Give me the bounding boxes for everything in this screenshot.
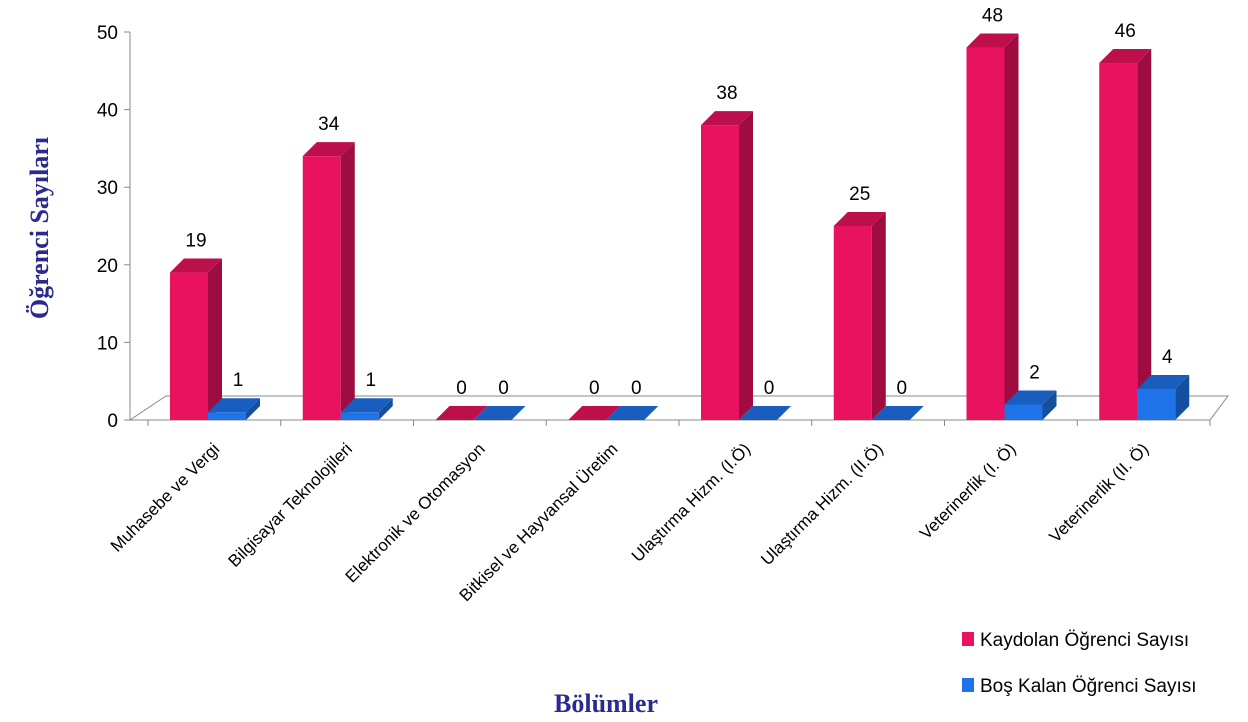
data-label: 46 (1115, 21, 1136, 42)
bar-front (1099, 63, 1138, 420)
bar-front (1004, 404, 1043, 420)
bar-bos-kalan (340, 398, 393, 420)
bar-top (568, 406, 621, 420)
bar-top (435, 406, 488, 420)
bar-top (606, 406, 659, 420)
legend-item: Boş Kalan Öğrenci Sayısı (962, 676, 1197, 697)
bar-front (340, 412, 379, 420)
bar-top (473, 406, 526, 420)
bar-side (246, 398, 260, 420)
bar-front (701, 125, 739, 421)
data-label: 1 (233, 370, 244, 391)
bar-front (1137, 388, 1176, 420)
bar-side (378, 398, 393, 420)
bar-top (966, 33, 1019, 48)
bar-front (170, 272, 208, 420)
bar-top (833, 212, 886, 226)
bar-bos-kalan (606, 406, 659, 420)
y-tick-label: 30 (97, 178, 118, 199)
bar-bos-kalan (871, 406, 924, 420)
bar-top (1137, 374, 1190, 389)
bar-kaydolan (568, 406, 621, 420)
bar-top (871, 406, 924, 420)
bar-bos-kalan (208, 398, 260, 420)
legend-label: Boş Kalan Öğrenci Sayısı (980, 676, 1197, 697)
bar-bos-kalan (739, 406, 791, 420)
bar-kaydolan (435, 406, 488, 420)
bar-top (739, 406, 791, 420)
y-tick-label: 50 (97, 23, 118, 44)
data-label: 2 (1029, 362, 1040, 383)
bar-front (966, 47, 1005, 421)
bar-side (208, 258, 222, 420)
data-label: 0 (498, 378, 509, 399)
bar-kaydolan (966, 33, 1019, 421)
legend-swatch (962, 678, 974, 692)
legend-label: Kaydolan Öğrenci Sayısı (980, 630, 1189, 651)
bar-kaydolan (302, 142, 355, 420)
data-label: 0 (896, 378, 907, 399)
category-label: Bilgisayar Teknolojileri (224, 439, 355, 570)
bar-top (302, 142, 355, 157)
data-label: 34 (318, 114, 340, 135)
bar-front (833, 226, 872, 420)
data-labels: 19 1 34 1 0 0 0 0 38 0 25 0 48 2 46 4 (185, 6, 1173, 399)
data-label: 0 (456, 378, 467, 399)
bar-bos-kalan (1137, 374, 1190, 420)
bar-side (739, 111, 753, 421)
bar-top (208, 398, 260, 413)
bar-side (1137, 49, 1152, 420)
category-label: Muhasebe ve Vergi (107, 439, 223, 555)
data-label: 4 (1162, 347, 1173, 368)
y-tick-label: 20 (97, 256, 118, 277)
data-label: 1 (365, 370, 376, 391)
floor-plane (128, 395, 1229, 421)
y-axis-title: Öğrenci Sayıları (25, 137, 54, 319)
bar-side (1004, 33, 1019, 421)
data-label: 0 (764, 378, 775, 399)
bar-side (1175, 374, 1190, 420)
bar-bos-kalan (473, 406, 526, 420)
category-label: Bitkisel ve Hayvansal Üretim (456, 439, 622, 605)
bar-top (701, 111, 753, 126)
bar-side (871, 212, 886, 420)
category-label: Ulaştırma Hizm. (II.Ö) (757, 439, 887, 569)
data-label: 48 (982, 6, 1003, 27)
bar-side (1042, 390, 1057, 420)
bar-kaydolan (170, 258, 222, 420)
category-label: Elektronik ve Otomasyon (342, 439, 489, 586)
data-label: 0 (589, 378, 600, 399)
bar-kaydolan (1099, 49, 1152, 420)
data-label: 0 (631, 378, 642, 399)
legend-item: Kaydolan Öğrenci Sayısı (962, 630, 1189, 651)
legend-swatch (962, 632, 974, 646)
bar-front (208, 412, 246, 420)
data-label: 19 (185, 231, 206, 252)
y-tick-label: 40 (97, 101, 118, 122)
bar-front (302, 156, 341, 420)
bar-top (1004, 390, 1057, 405)
y-tick-label: 0 (107, 411, 118, 432)
x-axis-title: Bölümler (554, 689, 658, 718)
bar-kaydolan (701, 111, 753, 421)
category-label: Veterinerlik (II. Ö) (1045, 439, 1152, 546)
bar-top (340, 398, 393, 413)
data-label: 25 (849, 184, 870, 205)
bars (170, 33, 1190, 421)
bar-top (1099, 49, 1152, 64)
category-label: Veterinerlik (I. Ö) (916, 439, 1020, 543)
bar-bos-kalan (1004, 390, 1057, 420)
data-label: 38 (716, 83, 737, 104)
category-label: Ulaştırma Hizm. (I.Ö) (628, 439, 754, 565)
bar-top (170, 258, 222, 273)
legend: Kaydolan Öğrenci Sayısı Boş Kalan Öğrenci… (962, 630, 1197, 697)
bar-kaydolan (833, 212, 886, 420)
y-tick-label: 10 (97, 333, 118, 354)
category-labels: Muhasebe ve Vergi Bilgisayar Teknolojiler… (107, 439, 1153, 605)
bar-side (340, 142, 355, 420)
